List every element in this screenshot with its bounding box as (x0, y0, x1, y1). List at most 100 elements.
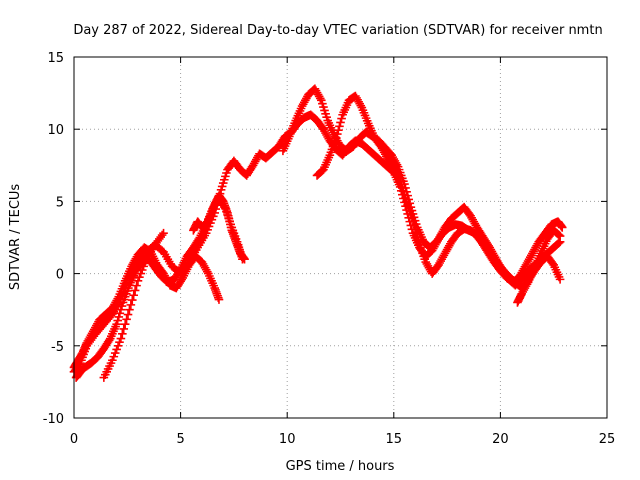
data-point (336, 118, 345, 127)
data-point (407, 213, 417, 223)
data-point (114, 312, 124, 322)
data-point (112, 345, 121, 354)
data-point (115, 309, 125, 318)
data-point (401, 193, 410, 203)
data-point (201, 228, 211, 238)
data-point (554, 238, 564, 248)
data-point (410, 225, 420, 234)
data-point (398, 183, 407, 193)
data-point (113, 341, 123, 351)
data-point (122, 315, 131, 324)
data-point (123, 310, 133, 319)
data-point (554, 230, 564, 240)
data-point (110, 348, 120, 358)
data-point (137, 265, 147, 275)
series-arc2 (71, 194, 247, 382)
data-point (214, 295, 224, 304)
data-point (402, 197, 411, 206)
grid-lines (74, 57, 607, 418)
data-point (555, 275, 565, 284)
data-point (412, 232, 422, 242)
data-point (331, 133, 341, 143)
data-point (400, 190, 409, 199)
data-point (140, 258, 150, 268)
chart-title: Day 287 of 2022, Sidereal Day-to-day VTE… (73, 23, 602, 38)
data-point (216, 185, 226, 195)
data-point (337, 114, 346, 123)
data-point (116, 334, 126, 343)
y-tick-label: 10 (47, 123, 64, 138)
data-point (396, 180, 406, 189)
data-point (317, 96, 326, 105)
data-point (395, 176, 405, 186)
data-point (414, 236, 423, 246)
data-point (132, 281, 141, 290)
data-point (322, 112, 331, 122)
data-point (404, 203, 414, 213)
data-point (320, 106, 329, 115)
data-point (222, 168, 231, 178)
y-tick-label: -5 (51, 340, 64, 355)
data-point (321, 109, 330, 119)
data-point (116, 295, 126, 304)
data-point (221, 172, 230, 181)
data-point (159, 228, 168, 238)
data-point (240, 254, 249, 264)
y-tick-label: -10 (43, 412, 64, 427)
data-point (334, 125, 343, 135)
data-point (411, 228, 421, 238)
data-point (319, 102, 328, 112)
data-point (203, 225, 212, 235)
data-point (119, 324, 129, 334)
data-point (129, 290, 138, 300)
data-point (217, 182, 227, 191)
data-point (557, 223, 567, 232)
data-point (109, 352, 119, 361)
series-arc7 (189, 191, 249, 264)
y-tick-label: 5 (56, 195, 64, 210)
data-point (120, 319, 130, 329)
y-tick-label: 15 (47, 51, 64, 66)
data-point (126, 300, 136, 310)
series-arc8 (513, 225, 565, 307)
data-point (333, 129, 342, 139)
data-point (136, 269, 146, 278)
data-point (409, 221, 419, 230)
x-axis-label: GPS time / hours (286, 459, 395, 474)
data-point (408, 217, 418, 226)
data-point (405, 207, 415, 216)
data-point (118, 291, 127, 301)
data-point (115, 337, 124, 347)
x-tick-label: 15 (386, 432, 403, 447)
x-tick-label: 25 (599, 432, 616, 447)
data-point (139, 262, 148, 271)
data-point (555, 231, 565, 241)
data-point (75, 360, 84, 369)
y-tick-label: 0 (56, 268, 64, 283)
data-point (335, 122, 344, 131)
data-point (406, 210, 416, 220)
plot-frame (73, 56, 608, 419)
x-tick-label: 5 (176, 432, 184, 447)
data-point (218, 178, 228, 188)
data-point (127, 295, 137, 305)
data-point (403, 200, 412, 210)
axis-ticks: 0 5 10 15 20 25 -10 -5 0 5 10 15 (43, 51, 616, 447)
data-point (133, 276, 143, 286)
data-point (135, 272, 144, 282)
data-point (123, 276, 133, 285)
data-point (112, 319, 121, 329)
data-point (125, 305, 134, 314)
data-point (399, 186, 408, 196)
x-tick-label: 20 (492, 432, 509, 447)
y-axis-label: SDTVAR / TECUs (8, 184, 23, 291)
data-point (220, 175, 229, 185)
data-point (122, 279, 131, 289)
data-point (118, 329, 127, 339)
data-point (113, 316, 123, 325)
data-point (318, 99, 327, 108)
x-tick-label: 0 (70, 432, 78, 447)
data-point (108, 355, 117, 365)
data-point (130, 286, 140, 295)
